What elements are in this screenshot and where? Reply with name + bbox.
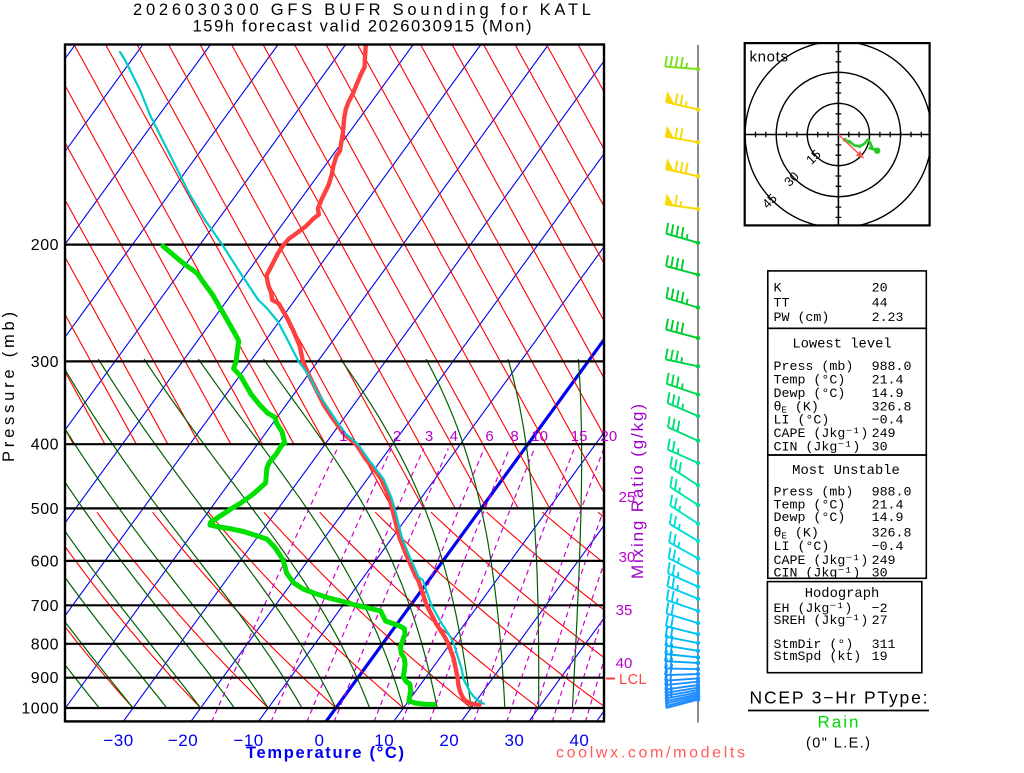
svg-text:35: 35 [616, 602, 633, 619]
svg-text:Temp (°C): Temp (°C) [774, 373, 846, 388]
svg-text:LCL: LCL [619, 672, 647, 688]
svg-text:1: 1 [339, 428, 347, 445]
svg-text:StmDir (°): StmDir (°) [774, 637, 854, 652]
svg-text:CAPE (Jkg⁻¹): CAPE (Jkg⁻¹) [774, 553, 869, 568]
svg-text:Lowest level: Lowest level [792, 337, 891, 353]
svg-text:Most Unstable: Most Unstable [792, 463, 900, 479]
svg-text:326.8: 326.8 [872, 400, 912, 415]
svg-text:CIN (Jkg⁻¹): CIN (Jkg⁻¹) [774, 566, 861, 581]
svg-text:20: 20 [439, 731, 459, 750]
svg-text:20: 20 [601, 428, 618, 445]
svg-text:800: 800 [31, 636, 59, 653]
svg-text:Press (mb): Press (mb) [774, 485, 854, 500]
svg-text:TT: TT [774, 296, 790, 311]
svg-text:30: 30 [872, 440, 888, 455]
svg-text:14.9: 14.9 [872, 510, 904, 525]
svg-text:30: 30 [504, 731, 524, 750]
svg-text:3: 3 [425, 428, 433, 445]
svg-text:500: 500 [31, 501, 59, 518]
svg-text:249: 249 [872, 426, 896, 441]
svg-text:Dewp (°C): Dewp (°C) [774, 510, 846, 525]
svg-text:14.9: 14.9 [872, 386, 904, 401]
svg-text:−2: −2 [872, 601, 888, 616]
svg-text:PW (cm): PW (cm) [774, 310, 830, 325]
svg-text:−0.4: −0.4 [872, 539, 904, 554]
svg-text:40: 40 [616, 655, 633, 672]
svg-text:2.23: 2.23 [872, 310, 904, 325]
svg-text:1000: 1000 [21, 701, 59, 718]
svg-text:44: 44 [872, 296, 888, 311]
svg-text:Dewp (°C): Dewp (°C) [774, 386, 846, 401]
svg-text:CAPE (Jkg⁻¹): CAPE (Jkg⁻¹) [774, 426, 869, 441]
svg-text:200: 200 [31, 237, 59, 254]
svg-text:6: 6 [485, 428, 493, 445]
svg-text:Temp (°C): Temp (°C) [774, 498, 846, 513]
svg-text:988.0: 988.0 [872, 359, 912, 374]
svg-text:−10: −10 [233, 731, 263, 750]
svg-text:19: 19 [872, 649, 888, 664]
svg-text:StmSpd (kt): StmSpd (kt) [774, 649, 862, 664]
svg-text:Mixing Ratio (g/kg): Mixing Ratio (g/kg) [628, 404, 647, 579]
svg-text:(0" L.E.): (0" L.E.) [806, 735, 870, 751]
svg-text:Rain: Rain [818, 713, 859, 732]
svg-text:311: 311 [872, 637, 896, 652]
svg-text:K: K [774, 281, 782, 296]
svg-text:20: 20 [872, 281, 888, 296]
svg-text:900: 900 [31, 670, 59, 687]
svg-text:326.8: 326.8 [872, 526, 912, 541]
svg-text:coolwx.com/modelts: coolwx.com/modelts [556, 745, 745, 762]
svg-text:EH (Jkg⁻¹): EH (Jkg⁻¹) [774, 601, 853, 616]
svg-text:8: 8 [510, 428, 518, 445]
svg-text:−0.4: −0.4 [872, 413, 904, 428]
svg-text:−20: −20 [168, 731, 198, 750]
svg-text:LI (°C): LI (°C) [774, 413, 830, 428]
svg-text:21.4: 21.4 [872, 373, 904, 388]
svg-text:15: 15 [571, 428, 588, 445]
svg-text:SREH (Jkg⁻¹): SREH (Jkg⁻¹) [774, 613, 869, 628]
svg-text:Temperature (°C): Temperature (°C) [246, 744, 404, 762]
svg-text:249: 249 [872, 553, 896, 568]
svg-text:27: 27 [872, 613, 888, 628]
svg-text:CIN (Jkg⁻¹): CIN (Jkg⁻¹) [774, 440, 861, 455]
svg-text:10: 10 [374, 731, 394, 750]
svg-text:25: 25 [619, 489, 636, 506]
svg-text:159h forecast valid 2026030915: 159h forecast valid 2026030915 (Mon) [193, 18, 532, 36]
svg-text:21.4: 21.4 [872, 498, 904, 513]
svg-text:Hodograph: Hodograph [805, 586, 880, 602]
svg-text:40: 40 [569, 731, 589, 750]
svg-text:400: 400 [31, 437, 59, 454]
svg-text:Press (mb): Press (mb) [774, 359, 854, 374]
svg-text:knots: knots [750, 49, 789, 66]
svg-text:NCEP 3−Hr PType:: NCEP 3−Hr PType: [750, 688, 928, 708]
svg-text:10: 10 [531, 428, 548, 445]
svg-text:30: 30 [619, 549, 636, 566]
svg-text:300: 300 [31, 354, 59, 371]
svg-text:LI (°C): LI (°C) [774, 539, 830, 554]
svg-text:30: 30 [872, 566, 888, 581]
svg-text:700: 700 [31, 598, 59, 615]
svg-text:2026030300 GFS BUFR Sounding f: 2026030300 GFS BUFR Sounding for KATL [133, 1, 591, 19]
svg-text:2: 2 [393, 428, 401, 445]
svg-text:988.0: 988.0 [872, 485, 912, 500]
svg-text:4: 4 [450, 428, 458, 445]
svg-text:−30: −30 [103, 731, 133, 750]
svg-text:0: 0 [315, 731, 325, 750]
svg-text:600: 600 [31, 553, 59, 570]
